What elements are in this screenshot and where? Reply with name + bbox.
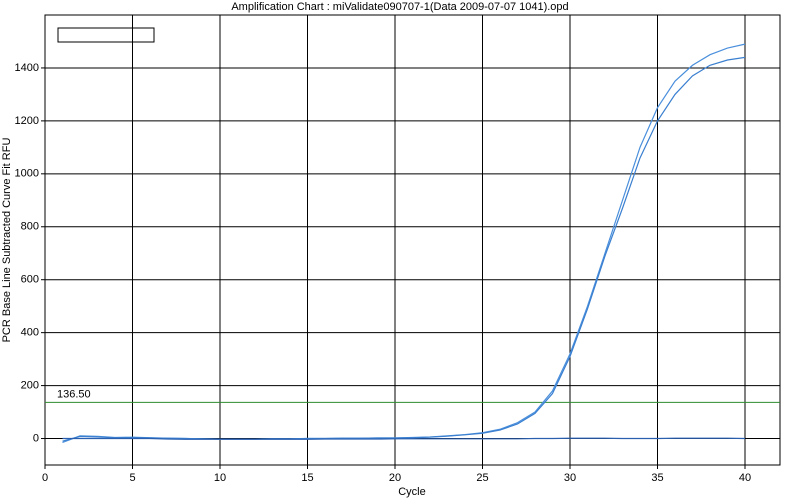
y-tick-label: 200 [21,379,39,391]
x-tick-label: 5 [129,472,135,484]
y-tick-label: 600 [21,274,39,286]
plot-area [44,14,781,466]
x-tick-label: 0 [42,472,48,484]
x-tick-label: 30 [564,472,576,484]
legend-box [57,27,155,43]
y-tick-label: 0 [33,432,39,444]
threshold-label: 136.50 [57,388,91,400]
y-tick-label: 800 [21,221,39,233]
x-tick-label: 15 [301,472,313,484]
x-tick-label: 20 [389,472,401,484]
series-line [62,56,746,442]
series-line [62,437,746,440]
x-axis-label: Cycle [398,486,426,498]
y-tick-label: 400 [21,327,39,339]
y-axis-label: PCR Base Line Subtracted Curve Fit RFU [1,138,13,343]
x-tick-label: 35 [651,472,663,484]
y-tick-label: 1400 [15,62,39,74]
y-tick-label: 1200 [15,115,39,127]
chart-title: Amplification Chart : miValidate090707-1… [231,1,568,13]
y-tick-label: 1000 [15,168,39,180]
x-tick-label: 40 [739,472,751,484]
x-tick-label: 10 [214,472,226,484]
x-tick-label: 25 [476,472,488,484]
